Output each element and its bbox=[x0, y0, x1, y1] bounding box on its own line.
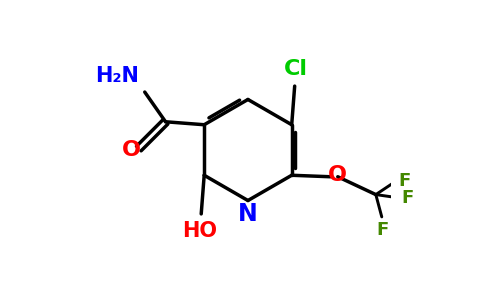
Text: F: F bbox=[401, 189, 413, 207]
Text: Cl: Cl bbox=[284, 59, 308, 79]
Text: F: F bbox=[398, 172, 410, 190]
Text: F: F bbox=[376, 221, 389, 239]
Text: HO: HO bbox=[182, 221, 217, 241]
Text: N: N bbox=[238, 202, 258, 226]
Text: O: O bbox=[122, 140, 141, 160]
Text: O: O bbox=[328, 165, 348, 185]
Text: H₂N: H₂N bbox=[95, 66, 139, 86]
